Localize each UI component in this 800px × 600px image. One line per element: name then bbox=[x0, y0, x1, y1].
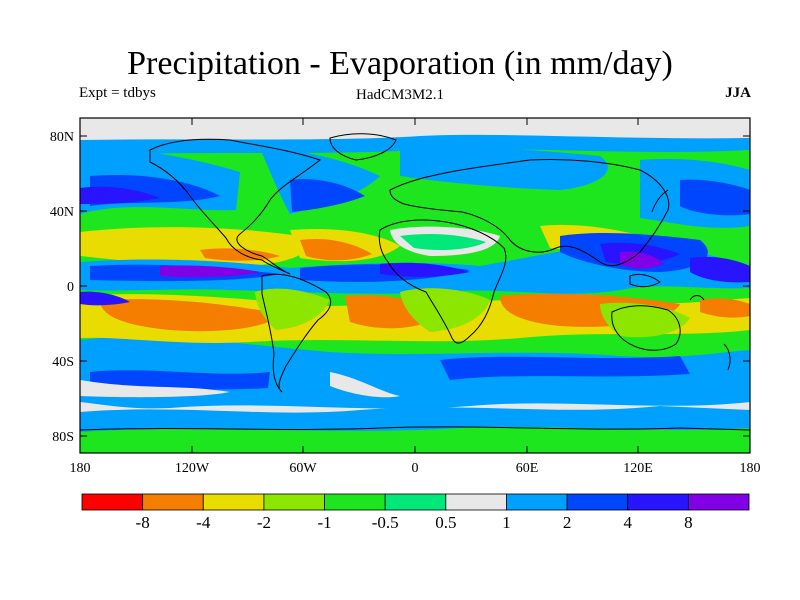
colorbar-label: -4 bbox=[196, 513, 211, 532]
colorbar-swatch bbox=[627, 493, 689, 511]
colorbar-swatch bbox=[142, 493, 204, 511]
precip-evap-field bbox=[80, 118, 750, 453]
colorbar-swatch bbox=[202, 493, 265, 511]
coastlines bbox=[80, 133, 750, 431]
lat-tick-label: 0 bbox=[67, 280, 74, 295]
south-america-coast bbox=[261, 273, 332, 393]
colorbar-swatch bbox=[445, 493, 507, 511]
colorbar-label: 2 bbox=[563, 513, 572, 532]
antarctica-coast bbox=[80, 426, 750, 431]
japan-coast bbox=[651, 189, 669, 213]
colorbar: -8 -4 -2 -1 -0.5 0.5 1 2 4 8 bbox=[81, 493, 750, 532]
colorbar-swatch bbox=[506, 493, 568, 511]
lat-tick-label: 40S bbox=[52, 355, 74, 370]
colorbar-label: -2 bbox=[257, 513, 271, 532]
season-label: JJA bbox=[725, 85, 751, 101]
lon-tick-label: 120W bbox=[175, 461, 210, 476]
lon-tick-label: 120E bbox=[623, 461, 653, 476]
new-zealand-coast bbox=[723, 343, 731, 371]
maritime-continent-coast bbox=[629, 273, 661, 288]
lon-tick-label: 180 bbox=[70, 461, 91, 476]
longitude-axis: 180 120W 60W 0 60E 120E 180 bbox=[70, 118, 761, 476]
colorbar-swatch bbox=[566, 493, 629, 511]
colorbar-swatch bbox=[263, 493, 325, 511]
colorbar-label: -0.5 bbox=[372, 513, 399, 532]
lon-tick-label: 180 bbox=[740, 461, 761, 476]
north-america-coast bbox=[149, 138, 322, 275]
model-label: HadCM3M2.1 bbox=[356, 87, 444, 103]
colorbar-label: -8 bbox=[136, 513, 150, 532]
lon-tick-label: 0 bbox=[412, 461, 419, 476]
latitude-axis: 80N 40N 0 40S 80S bbox=[50, 130, 750, 445]
greenland-coast bbox=[329, 133, 397, 161]
colorbar-swatch bbox=[687, 493, 750, 511]
new-guinea-coast bbox=[689, 295, 705, 301]
colorbar-swatch bbox=[324, 493, 386, 511]
colorbar-label: 0.5 bbox=[435, 513, 456, 532]
map-title: Precipitation - Evaporation (in mm/day) bbox=[127, 45, 673, 82]
africa-coast bbox=[378, 219, 507, 344]
colorbar-label: 8 bbox=[684, 513, 693, 532]
lat-tick-label: 80S bbox=[52, 430, 74, 445]
colorbar-label: 1 bbox=[502, 513, 511, 532]
lat-tick-label: 40N bbox=[50, 205, 74, 220]
colorbar-label: -1 bbox=[317, 513, 331, 532]
australia-coast bbox=[611, 305, 681, 351]
colorbar-label: 4 bbox=[623, 513, 632, 532]
eurasia-coast bbox=[389, 158, 670, 267]
lat-tick-label: 80N bbox=[50, 130, 74, 145]
lon-tick-label: 60E bbox=[516, 461, 539, 476]
colorbar-swatch bbox=[384, 493, 447, 511]
lon-tick-label: 60W bbox=[289, 461, 317, 476]
colorbar-swatch bbox=[81, 493, 144, 511]
experiment-label: Expt = tdbys bbox=[79, 85, 156, 101]
